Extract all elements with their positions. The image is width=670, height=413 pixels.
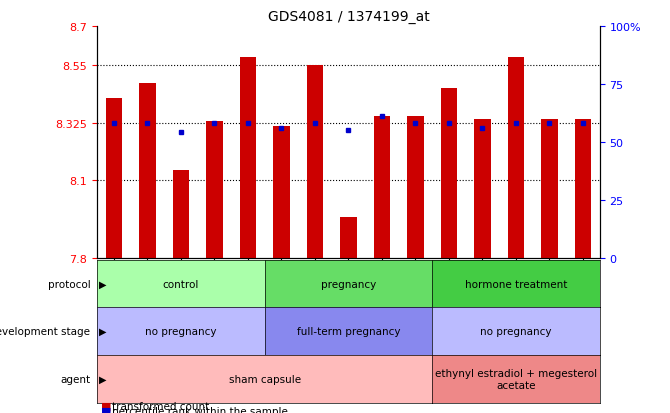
Text: development stage: development stage [0, 326, 90, 337]
Text: pregnancy: pregnancy [321, 279, 376, 289]
Text: sham capsule: sham capsule [228, 374, 301, 384]
Text: ▶: ▶ [99, 279, 107, 289]
Bar [172, 171, 189, 258]
Text: no pregnancy: no pregnancy [145, 326, 216, 337]
Text: transformed count: transformed count [112, 401, 209, 411]
Bar [474, 119, 490, 258]
Text: hormone treatment: hormone treatment [465, 279, 567, 289]
Text: percentile rank within the sample: percentile rank within the sample [112, 406, 288, 413]
Bar [240, 58, 256, 258]
Bar [407, 117, 423, 258]
Bar [508, 58, 524, 258]
Text: ■: ■ [100, 401, 111, 411]
Bar [139, 83, 155, 258]
Bar [206, 122, 222, 258]
Bar [574, 119, 591, 258]
Title: GDS4081 / 1374199_at: GDS4081 / 1374199_at [267, 10, 429, 24]
Bar [106, 99, 122, 258]
Text: ■: ■ [100, 406, 111, 413]
Bar [541, 119, 557, 258]
Bar [306, 65, 323, 258]
Text: protocol: protocol [48, 279, 90, 289]
Text: ethynyl estradiol + megesterol
acetate: ethynyl estradiol + megesterol acetate [435, 368, 597, 390]
Bar [441, 88, 457, 258]
Text: full-term pregnancy: full-term pregnancy [297, 326, 400, 337]
Text: ▶: ▶ [99, 374, 107, 384]
Bar [340, 217, 356, 258]
Text: no pregnancy: no pregnancy [480, 326, 551, 337]
Text: ▶: ▶ [99, 326, 107, 337]
Bar [273, 127, 289, 258]
Text: agent: agent [60, 374, 90, 384]
Bar [374, 117, 390, 258]
Text: control: control [163, 279, 199, 289]
